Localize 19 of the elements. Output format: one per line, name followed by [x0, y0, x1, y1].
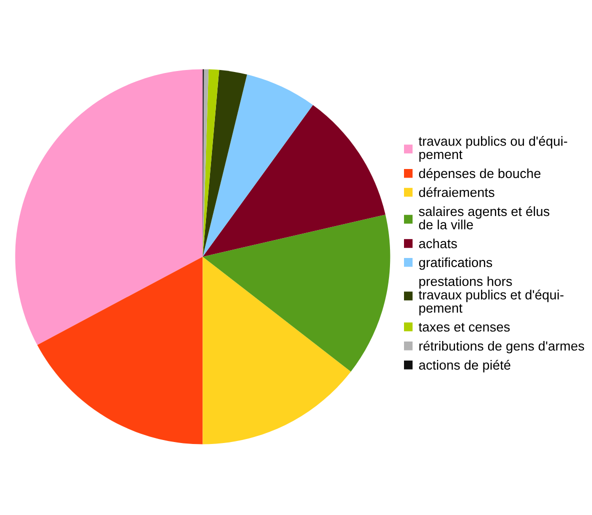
legend-label: dépenses de bouche	[419, 168, 540, 181]
legend-label: prestations hors travaux publics et d'équi- pement	[418, 276, 564, 316]
legend-label: actions de piété	[419, 360, 510, 372]
pie-slice	[202, 74, 313, 257]
pie-slice	[37, 256, 203, 444]
pie-slice	[202, 105, 386, 257]
legend-label: gratifications	[419, 257, 492, 270]
legend-label: rétributions de gens d'armes	[419, 340, 584, 354]
legend-label: achats	[419, 238, 457, 248]
pie-slice	[202, 69, 209, 257]
legend-label: travaux publics ou d'équi- pement	[418, 136, 568, 162]
pie-slice	[202, 69, 220, 257]
legend-label: taxes et censes	[418, 322, 510, 332]
pie-slice	[202, 70, 248, 257]
legend-label: défraiements	[419, 187, 494, 198]
legend-label: salaires agents et élus de la ville	[418, 206, 550, 230]
pie-slice	[202, 214, 390, 372]
pie-slice	[202, 256, 351, 444]
pie-slice	[15, 69, 203, 345]
